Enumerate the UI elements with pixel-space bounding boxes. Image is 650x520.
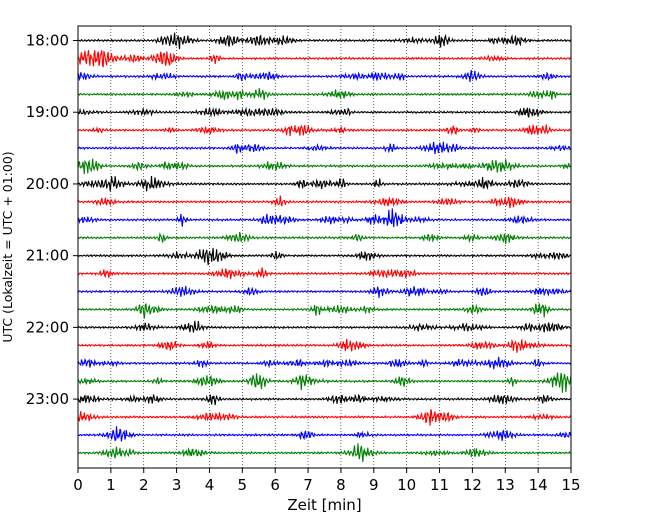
trace-12 (77, 231, 572, 244)
x-axis-label: Zeit [min] (287, 496, 361, 514)
y-tick-label-3: 21:00 (26, 247, 69, 265)
trace-22 (77, 409, 572, 426)
x-axis: 0 1 2 3 4 5 6 7 8 9 10 11 12 13 14 15 (73, 468, 581, 494)
trace-18 (77, 338, 572, 353)
trace-9 (77, 175, 571, 192)
trace-11 (77, 208, 572, 228)
x-tick-label-0: 0 (73, 476, 83, 494)
trace-6 (77, 124, 572, 137)
x-tick-label-7: 7 (303, 476, 313, 494)
y-axis: 18:00 19:00 20:00 21:00 22:00 23:00 (26, 32, 78, 408)
x-tick-label-6: 6 (270, 476, 280, 494)
x-tick-label-13: 13 (496, 476, 515, 494)
trace-13 (77, 247, 572, 266)
x-tick-label-10: 10 (397, 476, 416, 494)
trace-1 (77, 32, 572, 50)
trace-16 (77, 303, 572, 319)
trace-4 (77, 88, 572, 101)
y-tick-label-0: 18:00 (26, 32, 69, 50)
trace-23 (77, 426, 572, 442)
trace-5 (77, 106, 572, 119)
x-tick-label-8: 8 (336, 476, 346, 494)
trace-8 (77, 158, 572, 175)
x-tick-label-4: 4 (205, 476, 215, 494)
trace-19 (77, 356, 572, 370)
trace-14 (77, 267, 571, 280)
x-tick-label-11: 11 (430, 476, 449, 494)
x-tick-label-9: 9 (369, 476, 379, 494)
x-tick-label-5: 5 (238, 476, 248, 494)
y-tick-label-1: 19:00 (26, 103, 69, 121)
y-tick-label-2: 20:00 (26, 175, 69, 193)
trace-21 (77, 393, 571, 406)
trace-20 (77, 372, 572, 393)
x-tick-label-12: 12 (463, 476, 482, 494)
x-tick-label-2: 2 (139, 476, 149, 494)
trace-15 (77, 285, 572, 299)
trace-10 (77, 195, 571, 209)
trace-group (77, 32, 572, 463)
x-tick-label-15: 15 (561, 476, 580, 494)
trace-24 (77, 443, 572, 463)
grid-lines (110, 26, 539, 468)
y-tick-label-5: 23:00 (26, 390, 69, 408)
x-tick-label-1: 1 (106, 476, 116, 494)
plot-frame (77, 25, 572, 469)
trace-2 (77, 50, 572, 68)
y-axis-label: UTC (Lokalzeit = UTC + 01:00) (0, 151, 15, 342)
trace-7 (77, 141, 572, 155)
x-tick-label-3: 3 (172, 476, 182, 494)
x-tick-label-14: 14 (529, 476, 548, 494)
trace-3 (77, 70, 571, 82)
y-tick-label-4: 22:00 (26, 318, 69, 336)
trace-17 (77, 320, 571, 333)
